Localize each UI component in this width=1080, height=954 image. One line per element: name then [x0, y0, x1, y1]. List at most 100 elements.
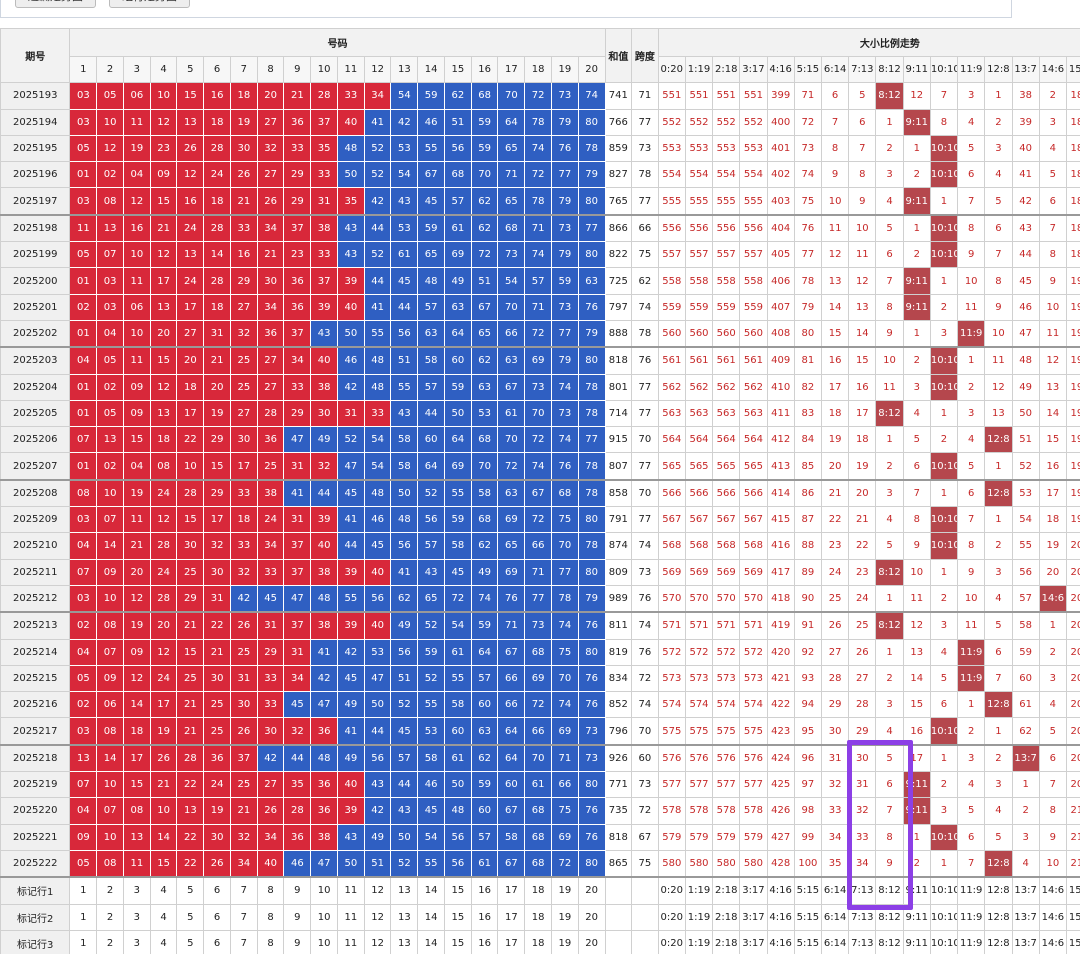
header-cell: 16 — [470, 55, 499, 84]
table-row: 2025212 03 10 12 28 29 31 42 45 47 48 55 56 62 65 72 74 7… — [0, 584, 1080, 613]
number-cell: 44 — [310, 478, 338, 508]
number-cell: 13 — [69, 743, 98, 773]
footer-cell: 10 — [310, 876, 338, 905]
ratio-cell: 198 — [1065, 478, 1080, 508]
ratio-cell: 80 — [793, 319, 822, 348]
number-cell: 21 — [176, 717, 205, 746]
ratio-cell: 5 — [875, 743, 904, 773]
number-cell: 79 — [550, 187, 579, 216]
number-cell: 74 — [470, 584, 499, 613]
ratio-cell: 8 — [875, 293, 904, 321]
issue-cell: 2025203 — [0, 346, 71, 375]
ratio-cell: 2 — [929, 293, 959, 321]
span-cell: 72 — [631, 797, 659, 825]
number-cell: 26 — [176, 134, 205, 163]
ratio-cell: 574 — [739, 691, 768, 719]
number-cell: 47 — [363, 664, 392, 693]
ratio-cell: 4 — [984, 584, 1013, 613]
ratio-cell: 4 — [875, 506, 904, 534]
ratio-cell: 552 — [657, 108, 686, 136]
ratio-cell: 4 — [957, 771, 986, 799]
number-cell: 63 — [577, 267, 606, 295]
button[interactable]: 组行走势图 — [109, 0, 190, 8]
ratio-cell: 7 — [820, 108, 850, 136]
number-cell: 80 — [577, 771, 606, 799]
ratio-cell: 11:9 — [957, 664, 986, 693]
issue-cell: 2025210 — [0, 532, 71, 560]
ratio-cell: 8:12 — [875, 399, 904, 428]
ratio-cell: 16 — [1038, 452, 1067, 481]
table-row: 2025214 04 07 09 12 15 21 25 29 31 41 42 53 56 59 61 64 6… — [0, 638, 1080, 666]
header-cell: 11 — [336, 55, 365, 84]
number-cell: 09 — [122, 373, 151, 401]
table-row: 2025220 04 07 08 10 13 19 21 26 28 36 39 42 43 45 48 60 6… — [0, 797, 1080, 825]
number-cell: 78 — [550, 584, 579, 613]
ratio-cell: 12 — [820, 241, 850, 269]
number-cell: 67 — [497, 797, 526, 825]
ratio-cell: 1 — [875, 584, 904, 613]
header-cell: 14:6 — [1038, 55, 1067, 84]
number-cell: 17 — [203, 506, 231, 534]
ratio-cell: 51 — [1011, 426, 1040, 454]
number-cell: 18 — [229, 82, 258, 110]
number-cell: 12 — [122, 584, 151, 613]
table-row: 2025215 05 09 12 24 25 30 31 33 34 42 45 47 51 52 55 57 6… — [0, 664, 1080, 693]
number-cell: 33 — [310, 241, 338, 269]
ratio-cell: 11 — [957, 293, 986, 321]
ratio-cell: 14 — [1038, 399, 1067, 428]
table-row: 期号 号码 和值 跨度 大小比例走势 — [0, 28, 1080, 84]
ratio-cell: 85 — [793, 452, 822, 481]
number-cell: 42 — [390, 108, 419, 136]
ratio-cell: 571 — [684, 611, 714, 640]
ratio-cell: 5 — [1038, 161, 1067, 189]
number-cell: 21 — [203, 638, 231, 666]
ratio-cell: 406 — [766, 267, 795, 295]
number-cell: 80 — [577, 558, 606, 586]
number-cell: 43 — [363, 771, 392, 799]
ratio-cell: 12 — [902, 611, 931, 640]
number-cell: 80 — [577, 187, 606, 216]
ratio-cell: 579 — [739, 823, 768, 851]
number-cell: 43 — [390, 797, 419, 825]
span-cell: 78 — [631, 161, 659, 189]
sum-cell: 866 — [604, 213, 633, 243]
number-cell: 30 — [176, 532, 205, 560]
number-cell: 09 — [122, 638, 151, 666]
ratio-cell: 564 — [684, 426, 714, 454]
ratio-cell: 552 — [684, 108, 714, 136]
button[interactable]: 遗漏走势图 — [15, 0, 96, 8]
span-cell: 77 — [631, 373, 659, 401]
header-cell: 号码 — [69, 28, 606, 57]
number-cell: 32 — [283, 717, 312, 746]
ratio-cell: 412 — [766, 426, 795, 454]
ratio-cell: 47 — [1011, 319, 1040, 348]
number-cell: 29 — [176, 584, 205, 613]
ratio-cell: 577 — [684, 771, 714, 799]
number-cell: 46 — [283, 849, 312, 878]
number-cell: 02 — [69, 293, 98, 321]
number-cell: 50 — [363, 691, 392, 719]
footer-cell: 6:14 — [820, 929, 850, 954]
number-cell: 31 — [283, 506, 312, 534]
footer-cell: 7 — [229, 903, 258, 931]
header-cell: 2:18 — [712, 55, 741, 84]
ratio-cell: 208 — [1065, 743, 1080, 773]
number-cell: 71 — [524, 293, 552, 321]
ratio-cell: 30 — [820, 717, 850, 746]
number-cell: 20 — [122, 558, 151, 586]
ratio-cell: 3 — [929, 797, 959, 825]
ratio-cell: 554 — [739, 161, 768, 189]
ratio-cell: 194 — [1065, 373, 1080, 401]
ratio-cell: 572 — [712, 638, 741, 666]
footer-cell: 3:17 — [739, 876, 768, 905]
number-cell: 11 — [122, 108, 151, 136]
ratio-cell: 29 — [820, 691, 850, 719]
ratio-cell: 580 — [657, 849, 686, 878]
footer-cell: 5 — [176, 876, 205, 905]
ratio-cell: 1 — [984, 717, 1013, 746]
ratio-cell: 409 — [766, 346, 795, 375]
number-cell: 20 — [176, 346, 205, 375]
number-cell: 55 — [417, 849, 445, 878]
header-cell: 10 — [310, 55, 338, 84]
ratio-cell: 1 — [929, 267, 959, 295]
